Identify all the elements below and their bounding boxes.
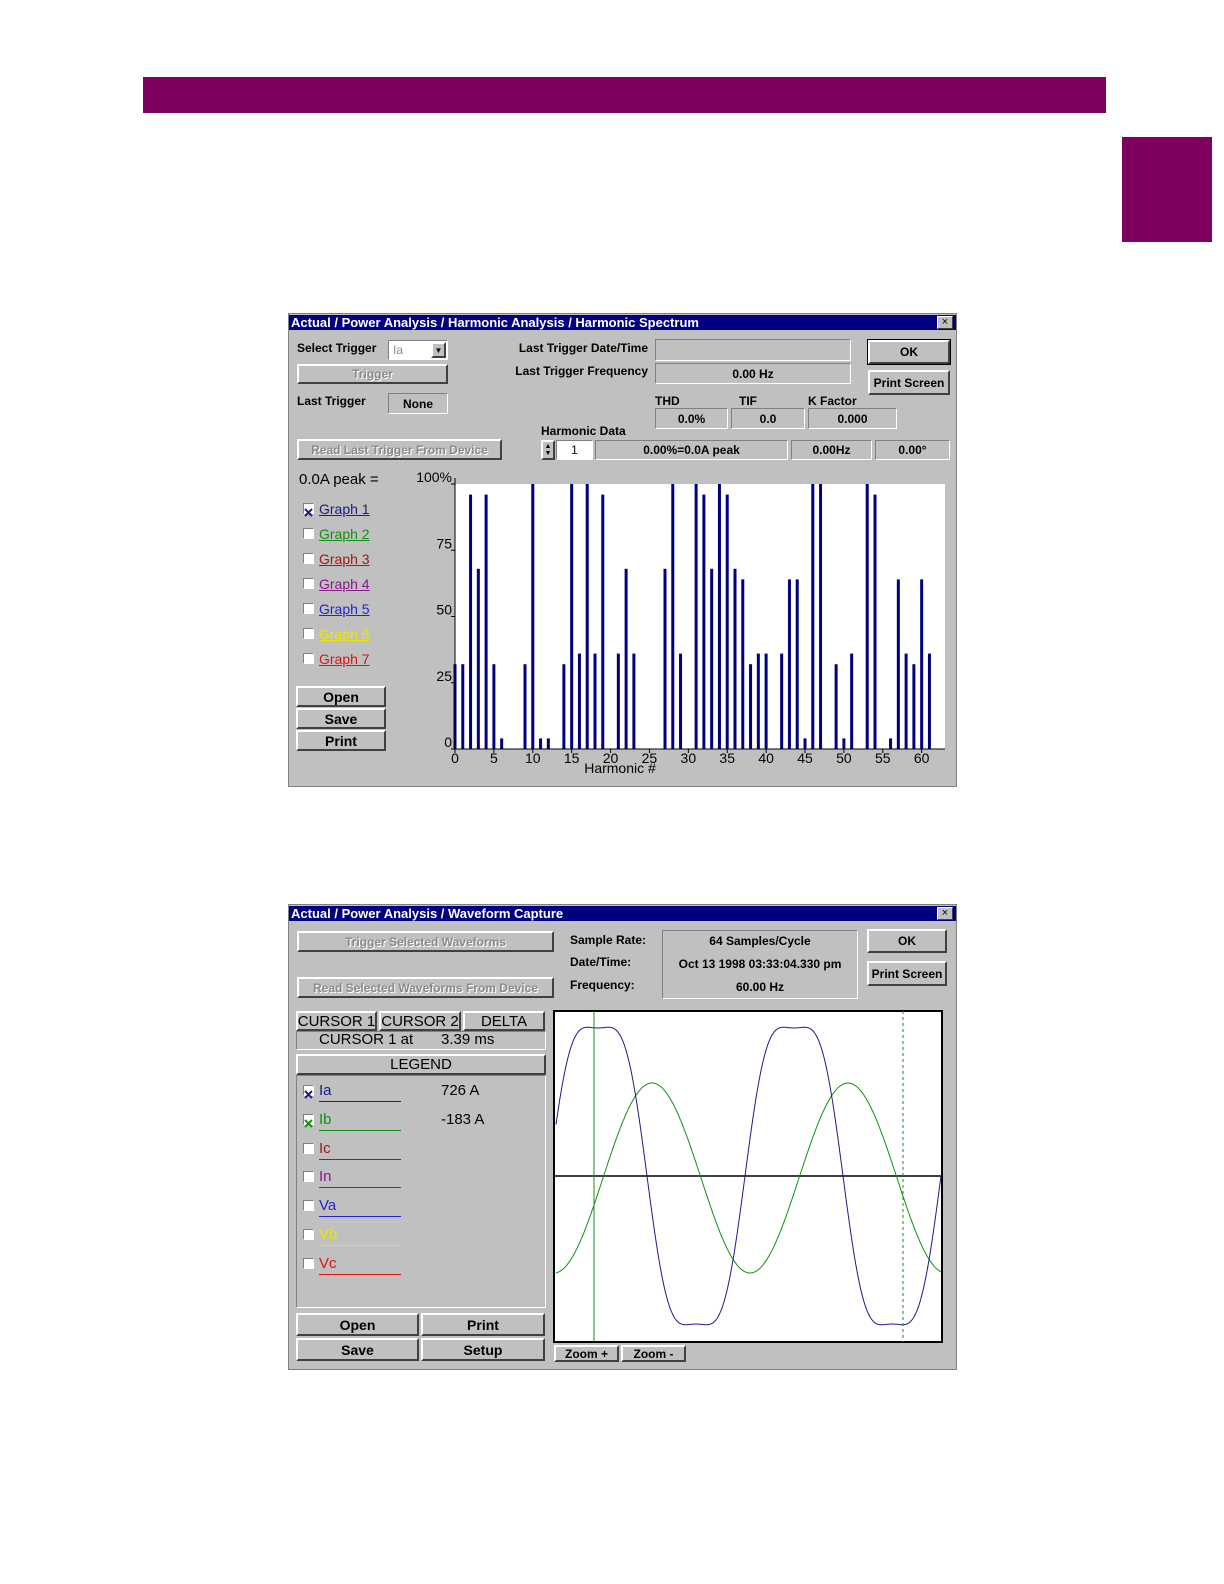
zoom-button[interactable]: Zoom - [621,1345,686,1362]
cursor-tab[interactable]: DELTA [463,1011,545,1031]
legend-panel [296,1075,546,1308]
file-button[interactable]: Save [296,1338,419,1361]
graph-toggle[interactable]: Graph 1 [319,501,370,517]
checkbox[interactable] [303,1229,314,1240]
graph-toggle[interactable]: Graph 4 [319,576,370,592]
checkbox[interactable] [303,528,314,539]
print-screen-button[interactable]: Print Screen [867,961,947,986]
legend-title: LEGEND [296,1054,546,1075]
check-mark [304,1119,313,1128]
frequency-label: Last Trigger Frequency [515,364,648,378]
file-button[interactable]: Open [296,1313,419,1336]
legend-toggle[interactable]: Ib [319,1111,401,1131]
harmonic-window [288,313,957,787]
checkbox[interactable] [303,628,314,639]
sample-rate-value: 64 Samples/Cycle [709,934,811,948]
close-button[interactable]: × [937,907,953,920]
graph-toggle[interactable]: Graph 6 [319,626,370,642]
checkbox[interactable] [303,1085,314,1099]
checkbox[interactable] [303,653,314,664]
graph-toggle[interactable]: Graph 7 [319,651,370,667]
checkbox[interactable] [303,1113,314,1128]
header-bar [143,77,1106,113]
ok-button[interactable]: OK [867,339,951,365]
date-time-field [655,339,851,361]
frequency-value: 60.00 Hz [735,980,785,994]
cursor-value: 3.39 ms [441,1031,495,1048]
file-button[interactable]: Save [296,708,386,729]
legend-toggle[interactable]: Ia [319,1082,401,1102]
checkbox[interactable] [303,1171,314,1183]
date-time-label: Last Trigger Date/Time [518,341,648,355]
checkbox[interactable] [303,1257,314,1269]
checkbox[interactable] [303,578,314,589]
read-button[interactable]: Read Selected Waveforms From Device [297,977,554,998]
sample-rate-label: Sample Rate: [570,933,647,947]
select-trigger-label: Select Trigger [297,341,377,355]
thd-value: 0.0% [655,408,728,429]
read-button[interactable]: Read Last Trigger From Device [297,439,502,460]
legend-toggle[interactable]: Vb [319,1226,401,1246]
file-button[interactable]: Open [296,686,386,707]
file-button[interactable]: Print [296,730,386,751]
checkbox[interactable] [303,553,314,564]
checkbox[interactable] [303,1142,314,1154]
cursor-tab[interactable]: CURSOR 2 [379,1011,461,1031]
checkbox[interactable] [303,503,314,517]
info-panel [662,930,858,999]
legend-toggle[interactable]: Vc [319,1255,401,1275]
legend-toggle[interactable]: Ic [319,1140,401,1160]
legend-toggle[interactable]: Va [319,1197,401,1218]
last-trigger-label: Last Trigger [297,394,366,408]
cursor-label: CURSOR 1 at [319,1031,414,1048]
harmonic-angle: 0.00° [875,440,950,460]
print-screen-button[interactable]: Print Screen [868,370,950,395]
frequency-label: Frequency: [570,978,635,992]
tif-label: TIF [739,394,757,408]
cursor-row [296,1031,546,1050]
harmonic-magnitude: 0.00%=0.0A peak [595,440,788,460]
frequency-value: 0.00 Hz [655,363,851,384]
file-button[interactable]: Print [421,1313,545,1336]
trigger-button[interactable]: Trigger Selected Waveforms [297,931,554,952]
legend-toggle[interactable]: In [319,1168,401,1189]
date-time-value: Oct 13 1998 03:33:04.330 pm [678,957,842,971]
zoom-button[interactable]: Zoom + [554,1345,619,1362]
harmonic-frequency: 0.00Hz [791,440,872,460]
last-trigger-value: None [388,393,448,414]
legend-value: 726 A [441,1082,480,1099]
graph-toggle[interactable]: Graph 2 [319,526,370,542]
check-mark [304,1090,313,1099]
trigger-button[interactable]: Trigger [297,364,448,384]
close-button[interactable]: × [937,316,953,329]
harmonic-data-label: Harmonic Data [541,424,626,438]
k-factor-label: K Factor [808,394,857,408]
checkbox[interactable] [303,1200,314,1212]
cursor-tab[interactable]: CURSOR 1 [296,1011,377,1031]
tif-value: 0.0 [731,408,805,429]
window-title: Actual / Power Analysis / Waveform Captu… [289,906,956,921]
k-factor-value: 0.000 [808,408,897,429]
graph-toggle[interactable]: Graph 3 [319,551,370,567]
check-mark [304,508,313,517]
spinner[interactable]: ▲ ▼ [541,440,555,460]
dropdown-arrow[interactable]: ▼ [431,342,446,358]
window-title: Actual / Power Analysis / Harmonic Analy… [289,315,956,330]
ok-button[interactable]: OK [867,929,947,953]
legend-value: -183 A [441,1110,485,1128]
section-tab [1122,137,1212,242]
file-button[interactable]: Setup [421,1338,545,1361]
thd-label: THD [655,394,680,408]
harmonic-number[interactable]: 1 [556,440,593,460]
date-time-label: Date/Time: [570,955,632,969]
peak-label: 0.0A peak = [299,471,379,488]
checkbox[interactable] [303,603,314,614]
graph-toggle[interactable]: Graph 5 [319,601,370,617]
